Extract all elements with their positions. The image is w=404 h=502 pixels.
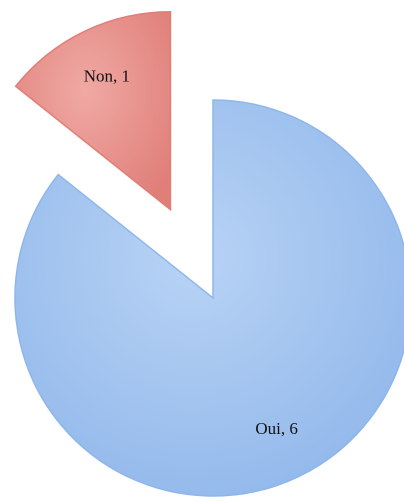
data-label: Non, 1 <box>84 67 130 86</box>
pie-slice <box>14 99 404 497</box>
pie-slice <box>14 10 172 212</box>
data-label: Oui, 6 <box>255 419 298 438</box>
